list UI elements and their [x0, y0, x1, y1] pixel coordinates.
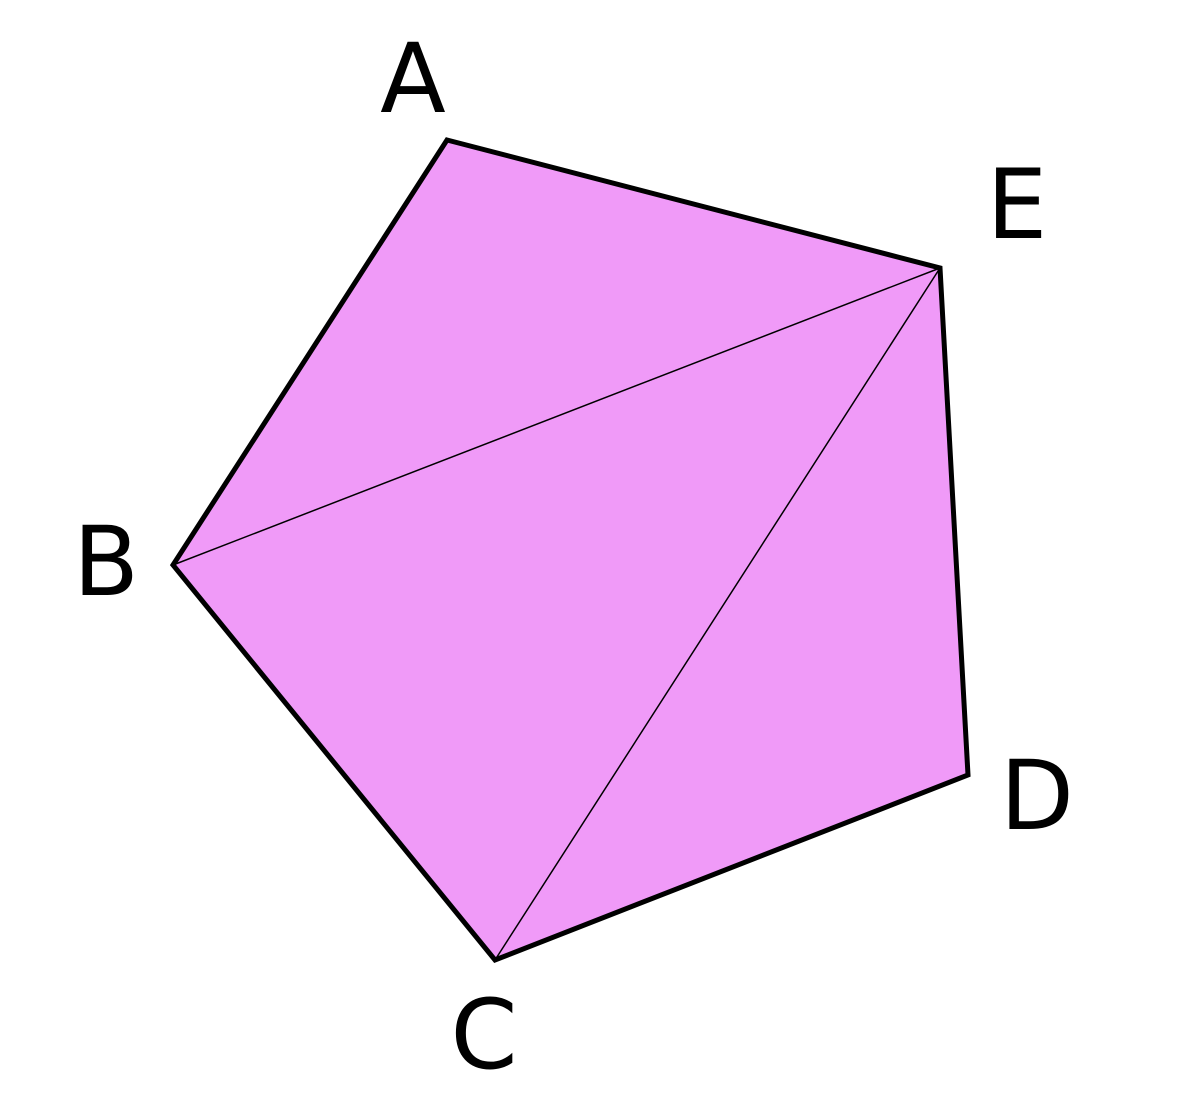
vertex-label-e: E: [987, 149, 1048, 261]
vertex-label-b: B: [73, 506, 139, 618]
vertex-label-c: C: [450, 979, 517, 1091]
vertex-label-a: A: [380, 23, 446, 135]
pentagon-shape: [173, 140, 968, 960]
vertex-label-d: D: [1000, 740, 1074, 852]
